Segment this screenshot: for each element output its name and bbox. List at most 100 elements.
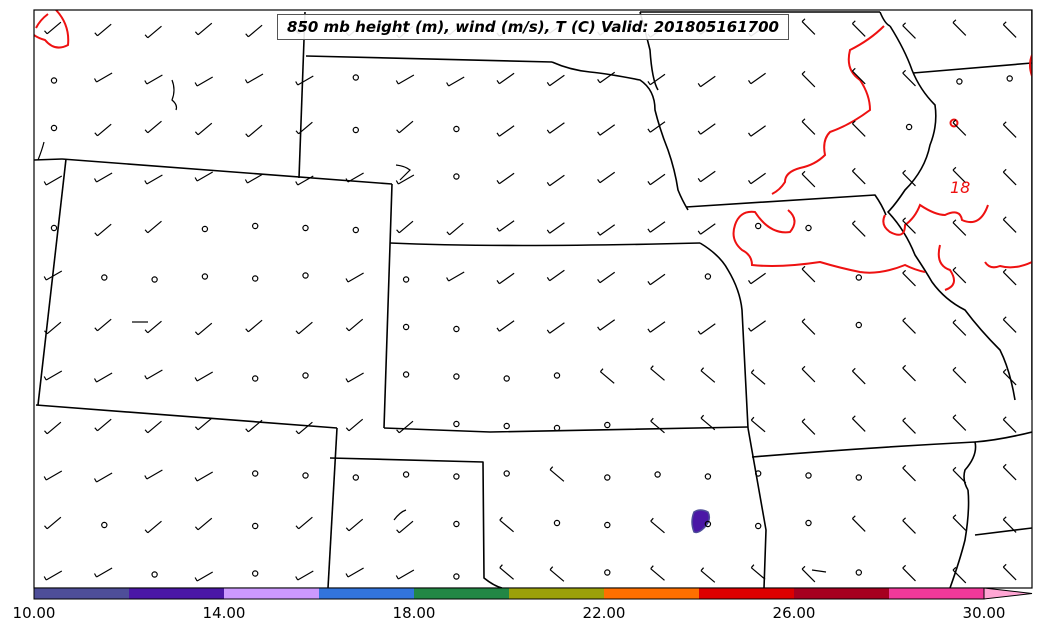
wind-barb bbox=[650, 417, 665, 434]
wind-barb bbox=[647, 273, 666, 286]
colorbar-tick-label: 22.00 bbox=[582, 604, 626, 622]
wind-barb bbox=[750, 416, 766, 433]
wind-barb bbox=[94, 418, 112, 432]
calm-wind-circle bbox=[755, 222, 762, 230]
wind-barb bbox=[194, 471, 213, 482]
wind-barb bbox=[1002, 21, 1017, 38]
wind-barb bbox=[194, 122, 213, 136]
wind-barb bbox=[902, 269, 916, 287]
wind-barb bbox=[345, 567, 364, 578]
wind-barb bbox=[851, 415, 866, 432]
calm-wind-circle bbox=[453, 125, 460, 133]
wind-barb bbox=[902, 69, 916, 87]
wind-barb bbox=[244, 173, 264, 184]
wind-barb bbox=[345, 272, 364, 283]
wind-barb bbox=[647, 73, 666, 86]
wind-barb bbox=[395, 174, 415, 185]
colorbar-tick-label: 18.00 bbox=[392, 604, 436, 622]
wind-barb bbox=[295, 570, 314, 581]
wind-barb bbox=[549, 566, 565, 582]
wind-barb bbox=[597, 271, 616, 284]
wind-barb bbox=[396, 220, 414, 234]
border-ne-sd bbox=[305, 55, 553, 63]
wind-barb bbox=[700, 367, 716, 383]
wind-barb bbox=[952, 466, 967, 484]
colorbar-segment bbox=[224, 588, 319, 599]
wind-barb bbox=[597, 224, 616, 236]
wind-barb bbox=[952, 19, 967, 36]
wind-barb bbox=[395, 74, 415, 85]
calm-wind-circle bbox=[352, 74, 359, 81]
wind-barb bbox=[499, 564, 514, 580]
wind-barb bbox=[748, 320, 766, 332]
wind-barb bbox=[801, 365, 816, 383]
calm-wind-circle bbox=[453, 325, 460, 333]
border-wy-co bbox=[61, 158, 393, 185]
wind-barb bbox=[144, 220, 162, 234]
wind-barb bbox=[801, 118, 816, 135]
lake-feature bbox=[811, 569, 827, 573]
wind-barb bbox=[1002, 168, 1017, 186]
wind-barb bbox=[599, 368, 615, 384]
colorbar-segment bbox=[414, 588, 509, 599]
border-ok-ar bbox=[747, 427, 767, 588]
wind-barb bbox=[245, 419, 263, 433]
wind-barb bbox=[1002, 316, 1017, 333]
wind-barb bbox=[295, 321, 313, 335]
wind-barb bbox=[94, 123, 112, 137]
wind-barb bbox=[345, 418, 364, 432]
wind-barb bbox=[650, 517, 665, 534]
wind-barb bbox=[952, 219, 967, 236]
calm-wind-circle bbox=[302, 224, 309, 232]
wind-barb bbox=[93, 172, 113, 183]
wind-barb bbox=[446, 222, 464, 236]
map-title: 850 mb height (m), wind (m/s), T (C) Val… bbox=[277, 14, 789, 40]
wind-barb bbox=[1002, 563, 1017, 581]
colorbar-tick-label: 10.00 bbox=[12, 604, 56, 622]
wind-barb bbox=[851, 167, 866, 185]
wind-barb bbox=[1002, 416, 1017, 433]
wind-barb bbox=[345, 318, 364, 332]
wind-barb bbox=[93, 567, 113, 578]
wind-barb bbox=[144, 320, 162, 334]
calm-wind-circle bbox=[855, 274, 863, 281]
calm-wind-circle bbox=[604, 569, 611, 576]
wind-barb bbox=[94, 23, 112, 37]
wind-barb bbox=[43, 270, 63, 281]
calm-wind-circle bbox=[352, 226, 359, 234]
wind-barb bbox=[650, 365, 665, 381]
wind-barb bbox=[902, 417, 916, 434]
wind-barb bbox=[549, 466, 565, 482]
wind-barb bbox=[902, 317, 916, 334]
wind-barb bbox=[748, 272, 766, 285]
calm-wind-circle bbox=[201, 273, 209, 280]
wind-barb bbox=[902, 564, 916, 582]
wind-barb bbox=[395, 569, 415, 580]
calm-wind-circle bbox=[402, 371, 410, 378]
wind-barb bbox=[396, 120, 414, 134]
calm-wind-circle bbox=[553, 519, 561, 527]
wind-barb bbox=[647, 121, 666, 133]
colorbar-tick-label: 14.00 bbox=[202, 604, 246, 622]
colorbar-tick-label: 30.00 bbox=[962, 604, 1006, 622]
border-ms-lower bbox=[974, 527, 1032, 536]
calm-wind-circle bbox=[50, 224, 58, 232]
wind-barb bbox=[952, 266, 967, 284]
colorbar-tick-label: 26.00 bbox=[772, 604, 816, 622]
wind-barb bbox=[1002, 516, 1017, 533]
wind-barb bbox=[801, 418, 816, 435]
wind-barb bbox=[697, 323, 716, 335]
contour-small-loop bbox=[949, 118, 959, 128]
wind-barb bbox=[295, 516, 313, 530]
wind-barb bbox=[902, 22, 916, 39]
wind-barb bbox=[650, 565, 665, 581]
calm-wind-circle bbox=[201, 225, 209, 233]
border-ar-mo bbox=[751, 441, 977, 491]
wind-barb bbox=[1002, 216, 1017, 233]
colorbar-segment bbox=[129, 588, 224, 599]
calm-wind-circle bbox=[553, 372, 561, 379]
wind-barb bbox=[345, 172, 364, 183]
wind-barb bbox=[700, 414, 716, 431]
contour-line-mo bbox=[732, 209, 926, 274]
